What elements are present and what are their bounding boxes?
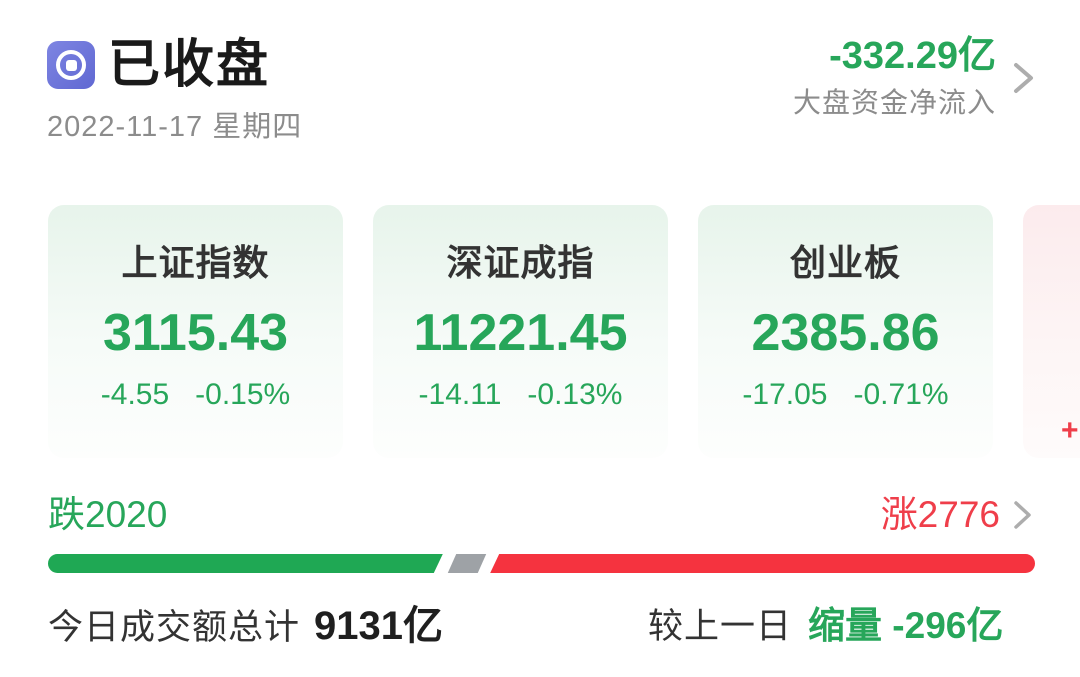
icon-square <box>65 59 77 71</box>
index-name: 深证成指 <box>446 242 595 283</box>
turnover-compare-value: 缩量 -296亿 <box>808 605 1004 646</box>
decliners-count: 跌2020 <box>48 494 168 535</box>
index-value: 3115.43 <box>102 304 289 362</box>
index-value: 11221.45 <box>413 304 628 362</box>
index-value: 2385.86 <box>751 304 940 362</box>
chevron-right-icon <box>1014 63 1033 93</box>
index-card-chinext[interactable]: 创业板 2385.86 -17.05 -0.71% <box>698 205 993 458</box>
index-change-pct: -0.71% <box>853 378 949 411</box>
turnover-total: 今日成交额总计 9131亿 <box>48 602 443 652</box>
net-inflow-link[interactable]: -332.29亿 大盘资金净流入 <box>793 36 1036 120</box>
chevron-right-icon <box>1014 501 1031 529</box>
breadth-bar <box>48 554 1035 573</box>
index-name: 创业板 <box>789 242 901 283</box>
index-card-shanghai[interactable]: 上证指数 3115.43 -4.55 -0.15% <box>48 205 343 458</box>
market-status-title: 已收盘 <box>108 36 271 94</box>
index-change-pct: -0.15% <box>195 378 291 411</box>
net-inflow-value: -332.29亿 <box>829 35 996 77</box>
turnover-compare: 较上一日 缩量 -296亿 <box>648 602 1003 651</box>
index-card-shenzhen[interactable]: 深证成指 11221.45 -14.11 -0.13% <box>373 205 668 458</box>
advancers-count: 涨2776 <box>880 494 1000 535</box>
index-card-partial[interactable]: + <box>1023 205 1080 458</box>
index-change: -14.11 <box>418 378 502 411</box>
breadth-bar-up <box>490 554 1035 573</box>
index-change: -4.55 <box>100 378 170 411</box>
icon-ring <box>56 50 86 80</box>
breadth-bar-flat <box>447 554 486 573</box>
turnover-compare-label: 较上一日 <box>648 607 793 646</box>
turnover-total-value: 9131亿 <box>314 604 443 648</box>
breadth-bar-down <box>48 554 443 573</box>
trade-date: 2022-11-17 星期四 <box>47 111 303 143</box>
index-change-pct: -0.13% <box>527 378 623 411</box>
market-closed-icon <box>47 41 95 89</box>
index-name: 上证指数 <box>121 242 270 283</box>
net-inflow-label: 大盘资金净流入 <box>792 87 996 118</box>
breadth-detail-link[interactable]: 涨2776 <box>881 493 1034 537</box>
turnover-total-label: 今日成交额总计 <box>48 608 301 647</box>
index-change: -17.05 <box>742 378 828 411</box>
index-change: + <box>1061 414 1079 447</box>
